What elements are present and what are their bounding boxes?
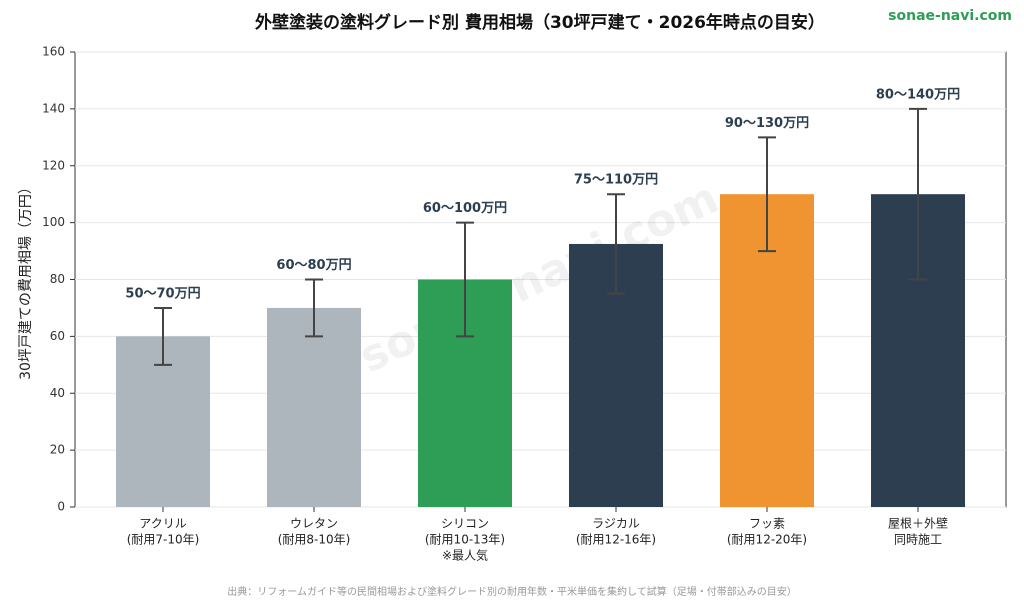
x-tick-label: (耐用7-10年): [127, 533, 200, 547]
source-note: 出典：リフォームガイド等の民間相場および塗料グレード別の耐用年数・平米単価を集約…: [227, 585, 796, 598]
chart-title: 外壁塗装の塗料グレード別 費用相場（30坪戸建て・2026年時点の目安）: [255, 12, 825, 33]
value-label: 90〜130万円: [725, 116, 809, 131]
y-tick-label: 40: [50, 386, 65, 400]
value-label: 75〜110万円: [574, 173, 658, 188]
brand: sonae-navi.com: [888, 8, 1012, 24]
x-tick-label: (耐用10-13年): [425, 533, 505, 547]
x-tick-label: (耐用12-16年): [576, 533, 656, 547]
y-tick-label: 160: [42, 45, 65, 59]
y-tick-label: 140: [42, 101, 65, 115]
x-tick-label: シリコン: [441, 517, 489, 531]
value-label: 80〜140万円: [876, 87, 960, 102]
x-tick-label: (耐用8-10年): [278, 533, 351, 547]
x-tick-label: (耐用12-20年): [727, 533, 807, 547]
watermark: sonae-navi.com: [352, 172, 726, 383]
x-tick-label: ラジカル: [592, 517, 640, 531]
y-tick-label: 80: [50, 272, 65, 286]
y-tick-label: 0: [57, 500, 65, 514]
value-label: 50〜70万円: [125, 286, 200, 301]
x-tick-label: ウレタン: [290, 517, 338, 531]
y-axis-label: 30坪戸建ての費用相場（万円）: [18, 180, 34, 380]
x-tick-label: ※最人気: [442, 548, 488, 563]
value-label: 60〜80万円: [276, 258, 351, 273]
x-tick-label: フッ素: [749, 517, 785, 531]
value-label: 60〜100万円: [423, 201, 507, 216]
y-tick-label: 100: [42, 215, 65, 229]
y-tick-label: 60: [50, 329, 65, 343]
x-tick-label: 屋根＋外壁: [888, 516, 948, 531]
y-tick-label: 120: [42, 158, 65, 172]
x-tick-label: 同時施工: [894, 533, 942, 547]
bar: [267, 307, 361, 507]
x-tick-label: アクリル: [139, 517, 186, 531]
y-tick-label: 20: [50, 443, 65, 457]
